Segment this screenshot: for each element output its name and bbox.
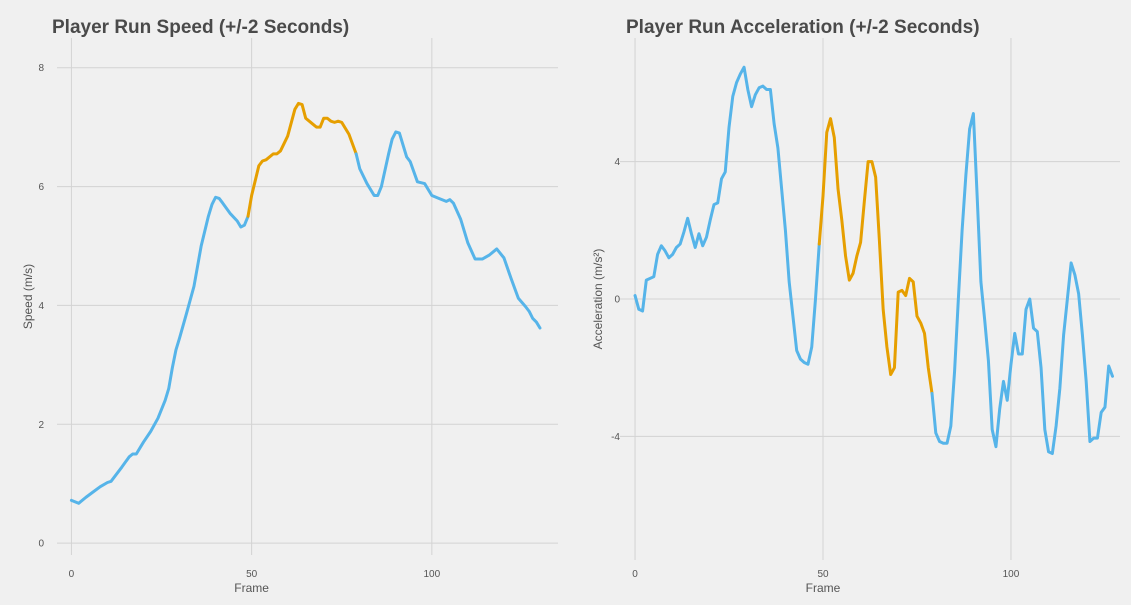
speed-x-axis-title: Frame	[234, 581, 269, 595]
speed-series-highlight-segment-1	[246, 101, 358, 218]
acceleration-series-base-segment-0	[633, 65, 821, 366]
speed-y-tick-label: 4	[38, 301, 44, 312]
acceleration-series-base-segment-2	[930, 112, 1114, 456]
acceleration-chart: Player Run Acceleration (+/-2 Seconds) -4…	[591, 17, 1120, 595]
acceleration-x-tick-label: 0	[632, 569, 638, 580]
acceleration-chart-title: Player Run Acceleration (+/-2 Seconds)	[626, 17, 980, 38]
acceleration-y-tick-label: 4	[614, 157, 620, 168]
acceleration-y-tick-label: -4	[611, 432, 620, 443]
speed-chart-title: Player Run Speed (+/-2 Seconds)	[52, 17, 349, 38]
speed-series-base-segment-0	[69, 195, 250, 505]
acceleration-x-tick-label: 100	[1003, 569, 1020, 580]
speed-chart: Player Run Speed (+/-2 Seconds) 0 2 4 6 8 0 50 1…	[21, 17, 558, 595]
acceleration-y-tick-label: 0	[614, 295, 620, 306]
acceleration-x-axis-title: Frame	[806, 581, 841, 595]
speed-y-axis-title: Speed (m/s)	[21, 264, 35, 329]
speed-y-tick-label: 0	[38, 539, 44, 550]
acceleration-series-highlight-segment-1	[817, 117, 934, 395]
speed-series-base-segment-2	[354, 130, 542, 330]
speed-x-tick-label: 50	[246, 569, 258, 580]
acceleration-x-tick-label: 50	[817, 569, 829, 580]
speed-y-tick-label: 2	[38, 420, 44, 431]
speed-x-tick-label: 0	[69, 569, 75, 580]
speed-x-tick-label: 100	[424, 569, 441, 580]
speed-y-tick-label: 6	[38, 182, 44, 193]
speed-y-tick-label: 8	[38, 63, 44, 74]
acceleration-y-axis-title: Acceleration (m/s²)	[591, 249, 605, 350]
